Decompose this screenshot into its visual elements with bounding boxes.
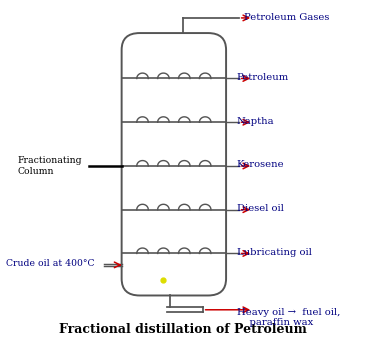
- FancyBboxPatch shape: [122, 33, 226, 295]
- Text: Petroleum: Petroleum: [237, 73, 289, 82]
- Text: Petroleum Gases: Petroleum Gases: [244, 13, 330, 23]
- Text: Diesel oil: Diesel oil: [237, 204, 284, 213]
- Text: Lubricating oil: Lubricating oil: [237, 248, 312, 257]
- Text: Fractionating
Column: Fractionating Column: [17, 156, 82, 176]
- Text: Kerosene: Kerosene: [237, 160, 284, 169]
- Text: Fractional distillation of Petroleum: Fractional distillation of Petroleum: [59, 323, 307, 336]
- Text: Crude oil at 400°C: Crude oil at 400°C: [6, 259, 95, 268]
- Text: Naptha: Naptha: [237, 117, 275, 126]
- Text: Heavy oil →  fuel oil,
    paraffin wax: Heavy oil → fuel oil, paraffin wax: [237, 308, 340, 327]
